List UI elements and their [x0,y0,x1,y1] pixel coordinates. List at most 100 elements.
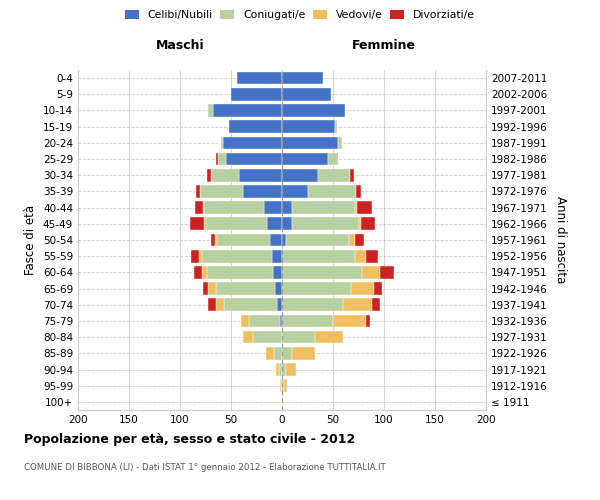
Bar [237,72,282,85]
Bar [272,250,282,262]
Bar [365,314,370,328]
Bar [211,234,215,246]
Bar [380,266,394,278]
Bar [194,266,202,278]
Bar [266,347,274,360]
Bar [292,218,359,230]
Bar [267,218,282,230]
Bar [355,202,358,214]
Text: Popolazione per età, sesso e stato civile - 2012: Popolazione per età, sesso e stato civil… [24,432,355,446]
Bar [216,152,218,166]
Bar [190,218,205,230]
Bar [241,314,250,328]
Bar [282,88,331,101]
Bar [282,266,362,278]
Bar [282,282,352,295]
Bar [280,380,281,392]
Bar [250,314,280,328]
Bar [218,152,226,166]
Bar [231,88,282,101]
Bar [284,380,287,392]
Bar [203,282,208,295]
Bar [333,314,365,328]
Bar [276,363,279,376]
Bar [205,218,206,230]
Bar [282,396,283,408]
Bar [282,298,343,311]
Bar [350,169,355,181]
Bar [282,218,292,230]
Bar [338,136,342,149]
Bar [356,185,361,198]
Bar [282,120,335,133]
Bar [359,218,361,230]
Bar [355,250,365,262]
Bar [196,202,203,214]
Text: COMUNE DI BIBBONA (LI) - Dati ISTAT 1° gennaio 2012 - Elaborazione TUTTITALIA.IT: COMUNE DI BIBBONA (LI) - Dati ISTAT 1° g… [24,462,386,471]
Bar [282,202,292,214]
Bar [263,202,282,214]
Bar [215,234,217,246]
Bar [286,363,296,376]
Bar [199,250,202,262]
Bar [374,282,382,295]
Bar [277,298,282,311]
Bar [328,152,338,166]
Bar [206,266,273,278]
Bar [282,363,286,376]
Bar [361,218,375,230]
Bar [196,185,200,198]
Bar [292,202,355,214]
Bar [274,347,282,360]
Bar [292,347,314,360]
Bar [282,347,292,360]
Legend: Celibi/Nubili, Coniugati/e, Vedovi/e, Divorziati/e: Celibi/Nubili, Coniugati/e, Vedovi/e, Di… [121,6,479,25]
Bar [206,169,211,181]
Bar [352,282,374,295]
Bar [335,120,337,133]
Bar [372,298,380,311]
Bar [318,169,350,181]
Bar [282,72,323,85]
Bar [208,104,212,117]
Bar [212,104,282,117]
Bar [202,250,272,262]
Bar [211,169,239,181]
Bar [362,266,380,278]
Bar [226,152,282,166]
Bar [282,331,314,344]
Bar [286,234,349,246]
Bar [314,331,343,344]
Bar [217,234,270,246]
Bar [280,314,282,328]
Bar [282,250,355,262]
Bar [275,282,282,295]
Bar [223,136,282,149]
Bar [282,169,318,181]
Bar [243,185,282,198]
Bar [281,380,282,392]
Bar [273,266,282,278]
Bar [191,250,199,262]
Bar [221,136,223,149]
Y-axis label: Fasce di età: Fasce di età [25,205,37,275]
Bar [365,250,378,262]
Bar [208,298,216,311]
Bar [253,331,282,344]
Bar [243,331,253,344]
Bar [208,282,216,295]
Bar [355,234,364,246]
Bar [282,104,345,117]
Bar [282,380,284,392]
Bar [216,282,275,295]
Bar [282,152,328,166]
Bar [282,234,286,246]
Bar [239,169,282,181]
Bar [205,202,263,214]
Bar [343,298,372,311]
Bar [216,298,224,311]
Bar [308,185,356,198]
Bar [203,202,205,214]
Bar [202,266,206,278]
Y-axis label: Anni di nascita: Anni di nascita [554,196,567,284]
